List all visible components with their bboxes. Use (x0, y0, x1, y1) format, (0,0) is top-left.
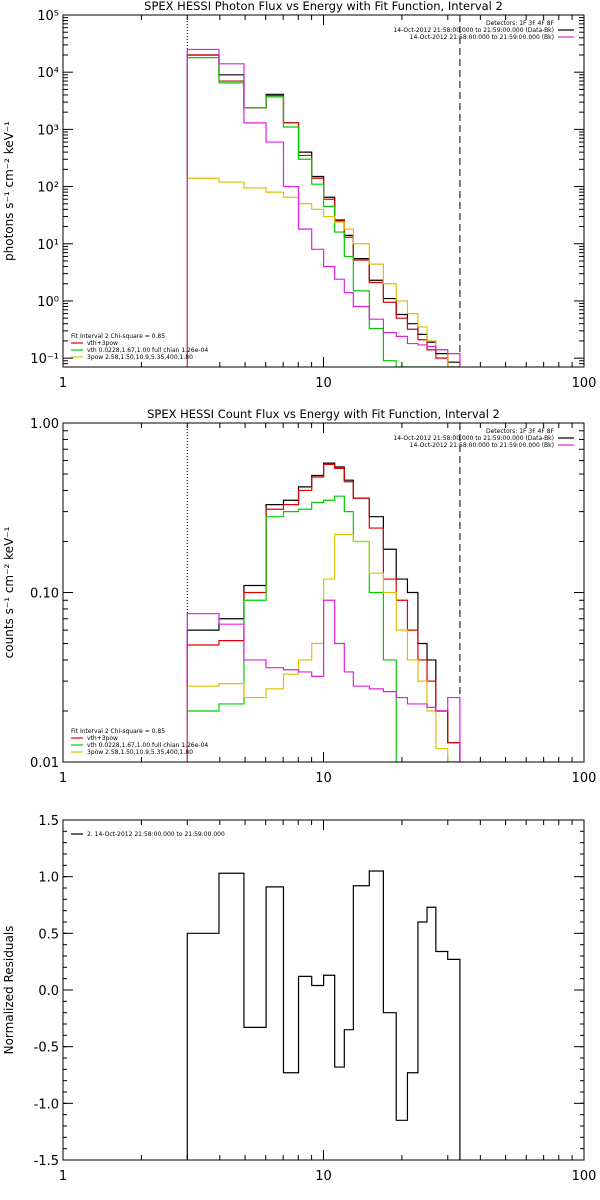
y-tick-label: 1.0 (38, 871, 59, 886)
series-group (186, 48, 461, 367)
y-tick-label: 0.0 (38, 984, 59, 999)
y-tick-label: 10² (37, 181, 59, 196)
legend-top-label: 14-Oct-2012 21:58:00.000 to 21:59:00.000… (410, 442, 554, 449)
legend-bottom-label: Fit Interval 2 Chi-square = 0.85 (71, 333, 165, 340)
y-tick-label: 10⁵ (37, 9, 59, 24)
y-tick-label: 0.01 (30, 756, 59, 771)
series-line-4 (186, 177, 460, 367)
legend-bottom-label: 3pow 2.58,1.50,10.9,5.35,400,1.80 (87, 354, 193, 361)
series-line-1 (186, 870, 461, 1160)
legend-bottom-label: vth+3pow (87, 340, 118, 347)
y-tick-label: 10¹ (37, 238, 59, 253)
x-tick-label: 1 (59, 771, 67, 786)
legend-top-label: 14-Oct-2012 21:58:00.000 to 21:59:00.000… (393, 27, 554, 34)
legend-top-label: 14-Oct-2012 21:58:00.000 to 21:59:00.000… (393, 435, 554, 442)
y-tick-label: 10³ (37, 123, 59, 138)
legend-bottom-label: Fit Interval 2 Chi-square = 0.85 (71, 728, 165, 735)
x-tick-label: 100 (572, 1169, 597, 1184)
y-tick-label: 1.5 (38, 814, 59, 829)
x-tick-label: 1 (59, 1169, 67, 1184)
series-line-3 (186, 495, 460, 762)
legend-top-label: Detectors: 1F 3F 4F 8F (486, 428, 555, 435)
legend-label: 2. 14-Oct-2012 21:58:00.000 to 21:59:00.… (87, 831, 225, 838)
y-axis-label: photons s⁻¹ cm⁻² keV⁻¹ (2, 121, 16, 261)
plot-frame (62, 422, 585, 763)
series-line-4 (186, 533, 460, 762)
chart-panel-3: Normalized Residuals 1 10 100 -1.5 -1.0 -0.5 0.… (2, 814, 596, 1184)
legend-bottom-label: vth 0.0228,1.67,1.00 full chian 1.26e-04 (87, 347, 208, 354)
y-tick-label: -1.0 (34, 1097, 59, 1112)
y-tick-label: -1.5 (34, 1154, 59, 1169)
y-tick-label: 10⁻¹ (30, 352, 59, 367)
y-tick-label: 10⁰ (37, 295, 59, 310)
y-tick-label: 1.00 (30, 417, 59, 432)
legend-top-label: 14-Oct-2012 21:58:00.000 to 21:59:00.000… (410, 34, 554, 41)
y-axis-label: counts s⁻¹ cm⁻² keV⁻¹ (2, 526, 16, 658)
y-axis-label: Normalized Residuals (2, 926, 16, 1055)
legend-bottom-label: 3pow 2.58,1.50,10.9,5.35,400,1.80 (87, 749, 193, 756)
x-tick-label: 100 (572, 771, 597, 786)
legend-bottom-label: vth+3pow (87, 735, 118, 742)
chart-panel-2: SPEX HESSI Count Flux vs Energy with Fit… (2, 407, 596, 786)
plot-frame (62, 819, 585, 1161)
y-tick-label: 0.5 (38, 927, 59, 942)
series-group (186, 870, 461, 1160)
chart-panel-1: SPEX HESSI Photon Flux vs Energy with Fi… (2, 0, 596, 391)
x-tick-label: 10 (315, 1169, 332, 1184)
y-tick-label: 10⁴ (37, 66, 59, 81)
x-tick-label: 1 (59, 376, 67, 391)
x-tick-label: 100 (572, 376, 597, 391)
y-tick-label: -0.5 (34, 1041, 59, 1056)
plot-frame (62, 14, 585, 368)
x-tick-label: 10 (315, 771, 332, 786)
legend-bottom-label: vth 0.0228,1.67,1.00 full chian 1.26e-04 (87, 742, 208, 749)
y-tick-label: 0.10 (30, 587, 59, 602)
chart-title: SPEX HESSI Count Flux vs Energy with Fit… (147, 407, 500, 421)
x-tick-label: 10 (315, 376, 332, 391)
series-line-5 (186, 599, 461, 762)
legend-top-label: Detectors: 1F 3F 4F 8F (486, 20, 555, 27)
series-line-5 (186, 48, 461, 367)
series-group (186, 462, 461, 762)
chart-title: SPEX HESSI Photon Flux vs Energy with Fi… (144, 0, 503, 13)
